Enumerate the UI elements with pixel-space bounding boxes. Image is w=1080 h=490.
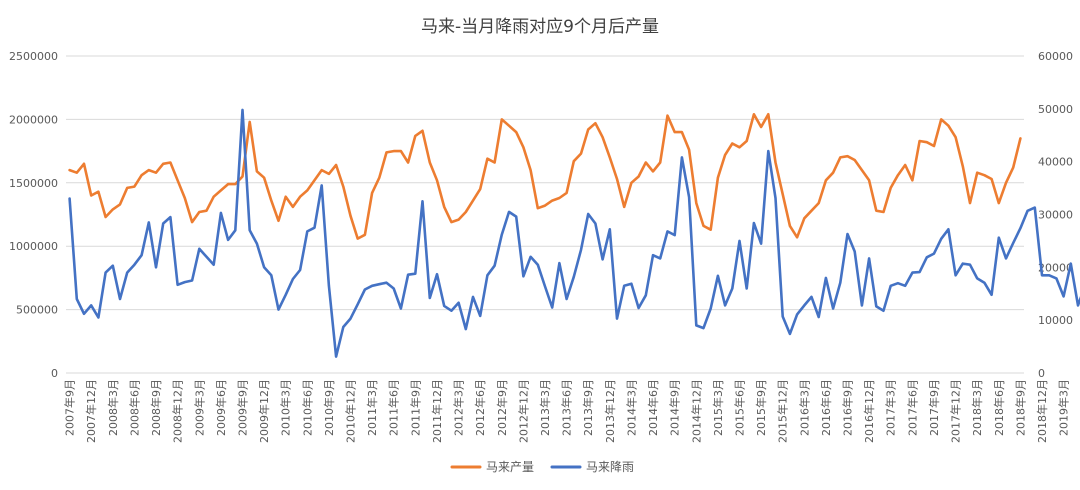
x-tick-label: 2009年9月 [235,379,249,436]
x-tick-label: 2015年12月 [776,379,790,443]
x-tick-label: 2012年12月 [516,379,530,443]
x-tick-label: 2007年9月 [63,379,77,436]
series-line-production [68,113,1022,240]
x-tick-label: 2012年9月 [495,379,509,436]
x-tick-label: 2016年3月 [797,379,811,436]
x-tick-label: 2017年6月 [905,379,919,436]
series-layer [68,108,1080,358]
left-tick-label: 500000 [16,304,58,317]
x-tick-label: 2012年3月 [452,379,466,436]
x-tick-label: 2015年3月 [711,379,725,436]
right-tick-label: 30000 [1038,209,1073,222]
right-tick-label: 0 [1038,367,1045,380]
x-tick-label: 2013年12月 [603,379,617,443]
left-tick-label: 0 [51,367,58,380]
x-tick-label: 2010年3月 [279,379,293,436]
x-tick-label: 2011年3月 [365,379,379,436]
x-tick-label: 2008年3月 [106,379,120,436]
x-tick-label: 2008年9月 [149,379,163,436]
x-tick-label: 2014年6月 [646,379,660,436]
x-tick-label: 2016年6月 [819,379,833,436]
legend-label-rainfall: 马来降雨 [586,460,634,474]
x-tick-label: 2018年12月 [1035,379,1049,443]
left-tick-label: 2000000 [9,113,58,126]
x-tick-label: 2007年12月 [84,379,98,443]
x-tick-label: 2008年12月 [171,379,185,443]
x-tick-label: 2011年6月 [387,379,401,436]
legend-label-production: 马来产量 [486,460,534,474]
x-tick-label: 2018年6月 [992,379,1006,436]
right-tick-label: 60000 [1038,50,1073,63]
x-tick-label: 2017年9月 [927,379,941,436]
x-tick-label: 2015年9月 [754,379,768,436]
x-tick-label: 2013年9月 [581,379,595,436]
x-tick-label: 2009年12月 [257,379,271,443]
x-tick-label: 2018年3月 [970,379,984,436]
x-tick-label: 2009年3月 [192,379,206,436]
x-tick-label: 2011年12月 [430,379,444,443]
right-tick-label: 40000 [1038,156,1073,169]
x-tick-label: 2011年9月 [408,379,422,436]
right-axis-ticks: 0 10000 20000 30000 40000 50000 60000 [1038,50,1073,380]
x-tick-label: 2017年12月 [949,379,963,443]
x-tick-label: 2019年3月 [1057,379,1071,436]
x-tick-label: 2008年6月 [127,379,141,436]
x-tick-label: 2012年6月 [473,379,487,436]
x-tick-label: 2009年6月 [214,379,228,436]
x-tick-label: 2010年12月 [344,379,358,443]
left-axis-ticks: 0 500000 1000000 1500000 2000000 2500000 [9,50,58,380]
left-tick-label: 1500000 [9,177,58,190]
x-tick-label: 2017年3月 [884,379,898,436]
x-tick-label: 2014年9月 [668,379,682,436]
x-tick-label: 2014年12月 [689,379,703,443]
right-tick-label: 10000 [1038,314,1073,327]
x-tick-label: 2016年12月 [862,379,876,443]
gridlines [66,55,1024,374]
x-axis-ticks: 2007年9月 2007年12月 2008年3月 2008年6月 2008年9月 2008… [63,379,1071,443]
x-tick-label: 2014年3月 [624,379,638,436]
x-tick-label: 2010年6月 [300,379,314,436]
legend: 马来产量 马来降雨 [450,460,634,474]
chart-title: 马来-当月降雨对应9个月后产量 [421,17,659,37]
x-tick-label: 2018年9月 [1013,379,1027,436]
x-tick-label: 2016年9月 [841,379,855,436]
right-tick-label: 50000 [1038,103,1073,116]
x-tick-label: 2013年6月 [560,379,574,436]
series-line-rainfall [68,108,1080,358]
x-tick-label: 2010年9月 [322,379,336,436]
x-tick-label: 2013年3月 [538,379,552,436]
right-tick-label: 20000 [1038,261,1073,274]
x-tick-label: 2015年6月 [732,379,746,436]
left-tick-label: 1000000 [9,240,58,253]
left-tick-label: 2500000 [9,50,58,63]
